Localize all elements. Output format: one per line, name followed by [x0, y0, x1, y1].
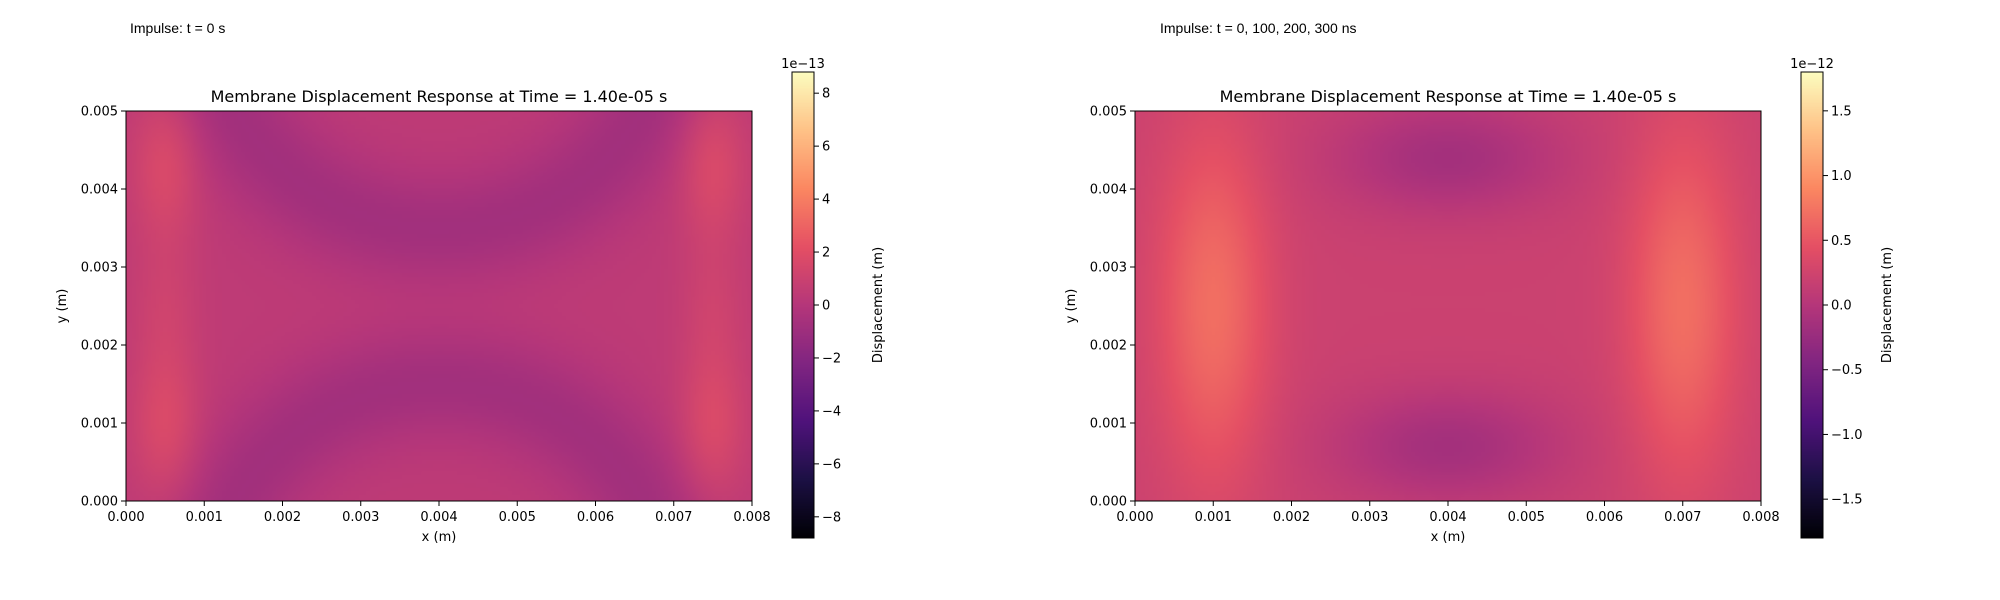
- panel1-y-tick-label: 0.000: [81, 495, 118, 510]
- panel2-y-tick-label: 0.001: [1090, 417, 1127, 432]
- panel1-y-axis-label: y (m): [55, 289, 70, 324]
- panel2-chart-title: Membrane Displacement Response at Time =…: [1220, 87, 1677, 106]
- panel2-x-tick-label: 0.002: [1273, 510, 1310, 525]
- panel2-colorbar: [1801, 72, 1823, 538]
- panel1-y-tick-label: 0.001: [81, 417, 118, 432]
- panel2-colorbar-offset-text: 1e−12: [1790, 57, 1834, 72]
- panel2-x-tick-label: 0.001: [1195, 510, 1232, 525]
- panel2-y-tick-label: 0.000: [1090, 495, 1127, 510]
- panel1-x-tick-label: 0.004: [420, 510, 457, 525]
- panel1-y-tick-label: 0.002: [81, 339, 118, 354]
- panel1-x-tick-label: 0.008: [733, 510, 770, 525]
- panel1-x-tick-label: 0.001: [186, 510, 223, 525]
- panel1-colorbar-tick-label: −8: [822, 510, 841, 525]
- panel-label-right: Impulse: t = 0, 100, 200, 300 ns: [1160, 20, 1357, 36]
- panel2-x-tick-label: 0.006: [1586, 510, 1623, 525]
- panel1-heatmap-image: [126, 111, 752, 501]
- panel2-y-tick-label: 0.004: [1090, 183, 1127, 198]
- panel2-colorbar-tick-label: 0.0: [1831, 299, 1852, 314]
- panel1-y-tick-label: 0.004: [81, 183, 118, 198]
- panel1-y-tick-label: 0.005: [81, 105, 118, 120]
- panel1-x-tick-label: 0.000: [107, 510, 144, 525]
- panel1-colorbar-tick-label: −6: [822, 457, 841, 472]
- panel1-colorbar-tick-label: 0: [822, 299, 830, 314]
- panel2-y-axis-label: y (m): [1064, 289, 1079, 324]
- panel2-colorbar-tick-label: 1.0: [1831, 169, 1852, 184]
- panel2-x-tick-label: 0.007: [1664, 510, 1701, 525]
- panel1-x-axis-label: x (m): [422, 530, 457, 545]
- panel1-colorbar-offset-text: 1e−13: [781, 57, 825, 72]
- panel1-x-tick-label: 0.006: [577, 510, 614, 525]
- panel2-colorbar-tick-label: 0.5: [1831, 234, 1852, 249]
- panel2-x-tick-label: 0.008: [1742, 510, 1779, 525]
- panel2-y-tick-label: 0.003: [1090, 261, 1127, 276]
- panel1-x-tick-label: 0.007: [655, 510, 692, 525]
- panel1-x-tick-label: 0.005: [499, 510, 536, 525]
- panel2-colorbar-tick-label: −1.5: [1831, 493, 1863, 508]
- panel1-colorbar-tick-label: 2: [822, 246, 830, 261]
- panel2-x-tick-label: 0.004: [1429, 510, 1466, 525]
- panel1-y-tick-label: 0.003: [81, 261, 118, 276]
- panel1-colorbar-tick-label: −2: [822, 351, 841, 366]
- panel1-colorbar-tick-label: 8: [822, 87, 830, 102]
- panel2-x-tick-label: 0.000: [1116, 510, 1153, 525]
- panel1-colorbar: [792, 72, 814, 538]
- panel1-chart-title: Membrane Displacement Response at Time =…: [211, 87, 668, 106]
- panel1-x-tick-label: 0.003: [342, 510, 379, 525]
- panel-label-left: Impulse: t = 0 s: [130, 20, 226, 36]
- panel1-colorbar-tick-label: 4: [822, 193, 830, 208]
- panel2-x-tick-label: 0.003: [1351, 510, 1388, 525]
- panel2-colorbar-tick-label: 1.5: [1831, 104, 1852, 119]
- panel1-colorbar-tick-label: −4: [822, 404, 841, 419]
- panel2-y-tick-label: 0.002: [1090, 339, 1127, 354]
- panel1-colorbar-tick-label: 6: [822, 140, 830, 155]
- panel2-colorbar-tick-label: −1.0: [1831, 428, 1863, 443]
- panel2-colorbar-tick-label: −0.5: [1831, 363, 1863, 378]
- panel2-x-axis-label: x (m): [1431, 530, 1466, 545]
- panel1-x-tick-label: 0.002: [264, 510, 301, 525]
- panel2-y-tick-label: 0.005: [1090, 105, 1127, 120]
- panel1-colorbar-label: Displacement (m): [871, 247, 886, 363]
- panel2-colorbar-label: Displacement (m): [1880, 247, 1895, 363]
- panel2-heatmap-image: [1135, 111, 1761, 501]
- panel2-x-tick-label: 0.005: [1508, 510, 1545, 525]
